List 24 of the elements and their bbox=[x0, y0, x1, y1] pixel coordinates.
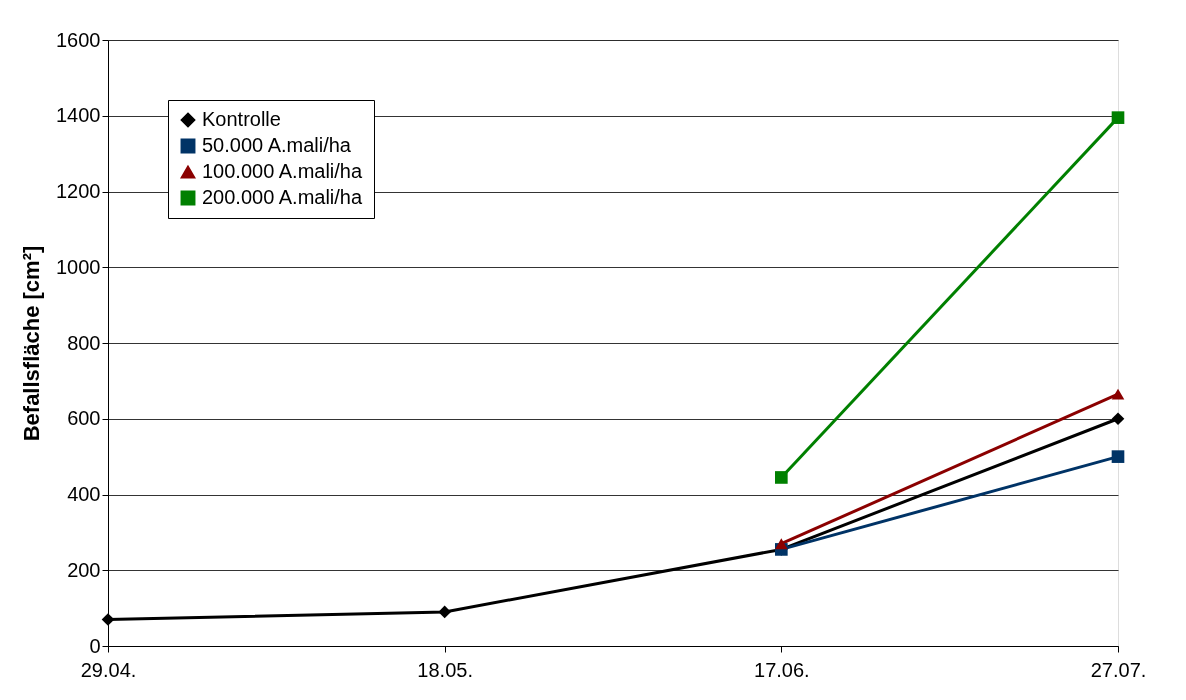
y-tick-label: 1200 bbox=[56, 180, 101, 202]
y-tick-label: 200 bbox=[67, 558, 101, 581]
y-tick-label: 800 bbox=[67, 331, 101, 354]
legend-label: 50.000 A.mali/ha bbox=[202, 134, 352, 156]
x-tick-label: 29.04. bbox=[80, 658, 137, 681]
y-tick-label: 0 bbox=[89, 634, 101, 657]
point bbox=[1111, 412, 1125, 426]
point bbox=[101, 613, 115, 626]
y-axis-title: Befallsfläche [cm²] bbox=[19, 245, 45, 442]
point bbox=[1111, 111, 1125, 124]
point bbox=[1111, 450, 1125, 463]
y-tick-label: 400 bbox=[67, 483, 101, 505]
y-tick-label: 1000 bbox=[56, 255, 101, 278]
x-tick-label: 18.05. bbox=[417, 658, 473, 681]
y-tick-label: 600 bbox=[67, 407, 101, 430]
point bbox=[438, 605, 451, 619]
legend-label: Kontrolle bbox=[202, 108, 281, 130]
x-tick-label: 27.07. bbox=[1090, 658, 1147, 681]
legend-label: 100.000 A.mali/ha bbox=[202, 160, 363, 182]
y-tick-label: 1600 bbox=[56, 28, 101, 51]
x-tick-label: 17.06. bbox=[754, 658, 810, 681]
point bbox=[775, 471, 788, 484]
legend-label: 200.000 A.mali/ha bbox=[202, 186, 363, 208]
y-tick-label: 1400 bbox=[56, 104, 101, 127]
